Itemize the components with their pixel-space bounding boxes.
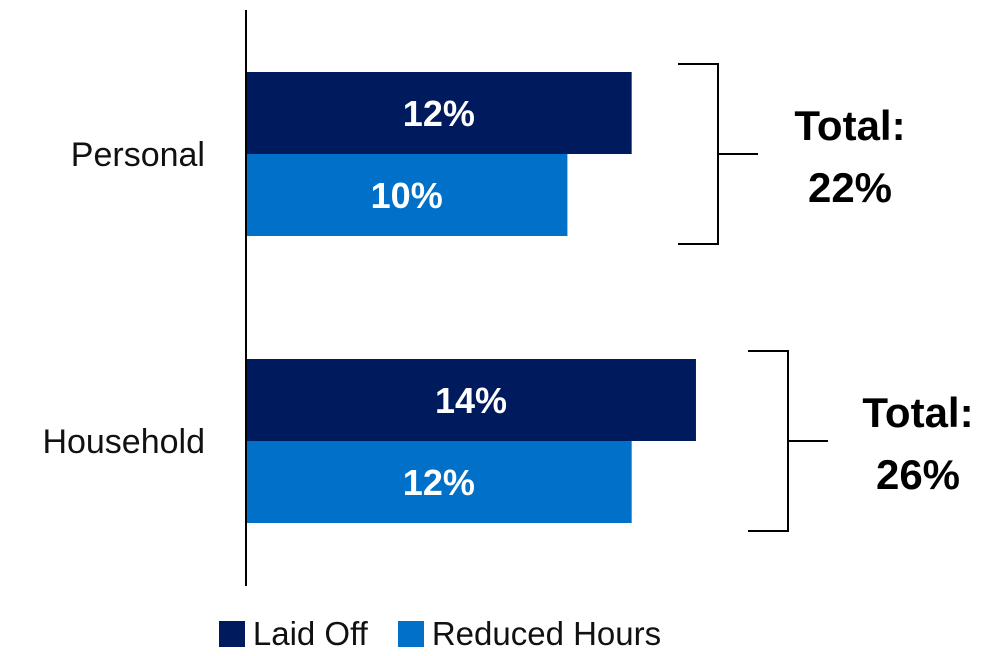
bars-layer <box>246 72 696 523</box>
bar-household-reduced-hours <box>246 441 632 523</box>
labels-layer: Personal 12% 10% Total: 22% Household 14% 12% To… <box>42 93 973 503</box>
total-bracket-household <box>748 350 828 532</box>
data-label-household-reduced-hours: 12% <box>403 462 475 503</box>
brackets-layer <box>678 63 828 532</box>
total-label-household-line2: 26% <box>876 451 960 498</box>
bar-personal-reduced-hours <box>246 154 568 236</box>
bar-personal-laid-off <box>246 72 632 154</box>
legend-swatch-laid-off <box>218 621 245 647</box>
category-label-personal: Personal <box>71 136 205 174</box>
legend-item-reduced-hours: Reduced Hours <box>397 615 662 653</box>
data-label-personal-laid-off: 12% <box>403 93 475 134</box>
total-label-personal-line2: 22% <box>808 164 892 211</box>
legend: Laid Off Reduced Hours <box>0 612 880 656</box>
category-label-household: Household <box>42 423 205 461</box>
legend-label-laid-off: Laid Off <box>252 615 368 652</box>
legend-label-reduced-hours: Reduced Hours <box>431 615 662 652</box>
total-bracket-personal <box>678 63 758 245</box>
total-label-household-line1: Total: <box>862 389 973 436</box>
legend-swatch-reduced-hours <box>397 621 424 647</box>
chart: Personal 12% 10% Total: 22% Household 14% 12% To… <box>42 10 974 586</box>
bar-household-laid-off <box>246 359 696 441</box>
data-label-household-laid-off: 14% <box>435 380 507 421</box>
legend-item-laid-off: Laid Off <box>218 615 368 653</box>
total-label-personal-line1: Total: <box>794 102 905 149</box>
data-label-personal-reduced-hours: 10% <box>371 175 443 216</box>
